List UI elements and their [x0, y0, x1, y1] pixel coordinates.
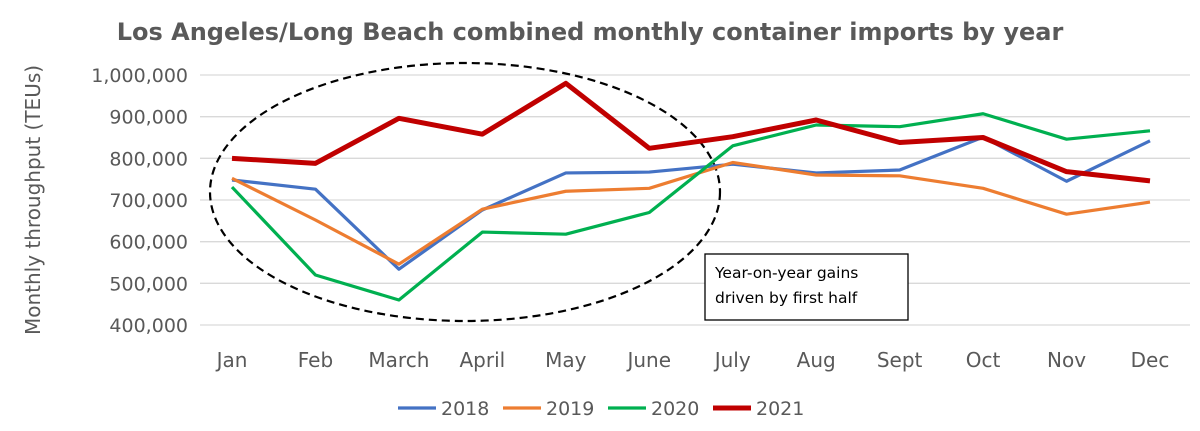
series-line-2019 [231, 160, 1151, 266]
y-tick-label: 1,000,000 [91, 65, 188, 87]
x-tick-label: Aug [797, 348, 836, 372]
x-tick-label: Oct [966, 348, 1001, 372]
y-tick-label: 600,000 [109, 232, 188, 254]
legend-label-2020: 2020 [651, 398, 699, 420]
x-tick-label: Dec [1131, 348, 1170, 372]
y-axis-label: Monthly throughput (TEUs) [21, 65, 45, 335]
legend-label-2019: 2019 [546, 398, 594, 420]
x-tick-label: July [713, 348, 751, 372]
chart-title: Los Angeles/Long Beach combined monthly … [117, 18, 1064, 46]
y-tick-label: 500,000 [109, 273, 188, 295]
y-tick-label: 900,000 [109, 107, 188, 129]
x-tick-label: June [625, 348, 671, 372]
legend-label-2021: 2021 [756, 398, 804, 420]
y-tick-label: 700,000 [109, 190, 188, 212]
annotation-line-2: driven by first half [715, 289, 858, 307]
x-tick-label: April [460, 348, 506, 372]
series-line-2021 [231, 80, 1151, 184]
x-tick-label: Jan [215, 348, 248, 372]
y-tick-label: 800,000 [109, 148, 188, 170]
y-tick-label: 400,000 [109, 315, 188, 337]
legend-label-2018: 2018 [441, 398, 489, 420]
series-line-2020 [230, 112, 1151, 302]
first-half-highlight-ellipse [208, 61, 722, 323]
x-tick-label: Feb [298, 348, 333, 372]
x-tick-label: May [545, 348, 587, 372]
annotation-line-1: Year-on-year gains [714, 264, 858, 282]
x-tick-label: Nov [1047, 348, 1086, 372]
annotation-box [704, 253, 909, 321]
x-tick-label: March [368, 348, 429, 372]
x-tick-label: Sept [877, 348, 923, 372]
